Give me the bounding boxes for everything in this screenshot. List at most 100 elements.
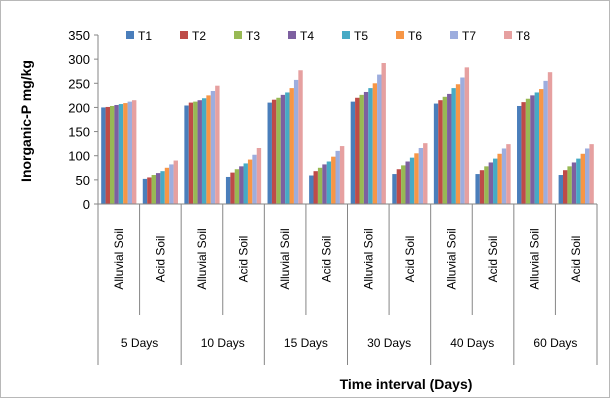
bar-t8	[589, 144, 594, 204]
bar-t8	[131, 100, 137, 204]
bar-t8	[423, 143, 428, 204]
labels: 0 50 100 150 200 250 300 350 Alluvial Soil Acid S…	[68, 28, 583, 350]
bar-t3	[525, 98, 531, 204]
legend-swatch	[126, 31, 134, 39]
bar-t4	[239, 166, 244, 204]
bar-t5	[118, 104, 124, 204]
bar-t2	[438, 100, 443, 204]
category-label: Acid Soil	[237, 236, 251, 283]
bar-t1	[101, 107, 106, 204]
bar-t3	[276, 97, 281, 204]
bar-t6	[580, 153, 586, 204]
bar-t4	[405, 161, 410, 204]
y-tick-label: 150	[68, 125, 90, 140]
bar-t4	[114, 105, 119, 204]
bar-t3	[151, 175, 156, 204]
bar-t3	[484, 166, 489, 204]
bars	[101, 63, 594, 205]
bar-t6	[123, 103, 128, 204]
bar-t4	[488, 162, 494, 204]
category-label: Alluvial Soil	[195, 228, 209, 289]
legend-label: T3	[246, 29, 260, 43]
group-label: 10 Days	[201, 336, 245, 350]
legend-label: T5	[354, 29, 368, 43]
bar-t1	[475, 174, 480, 204]
bar-t8	[215, 85, 220, 204]
bar-t1	[142, 178, 148, 204]
bar-t4	[197, 100, 202, 204]
y-tick-label: 100	[68, 149, 90, 164]
legend-label: T7	[462, 29, 476, 43]
bar-t5	[243, 163, 248, 204]
bar-t5	[326, 161, 332, 204]
legend-item-t3: T3	[234, 29, 260, 43]
bar-t3	[442, 96, 448, 204]
bar-t7	[293, 79, 299, 204]
legend-label: T6	[408, 29, 422, 43]
y-tick-label: 300	[68, 52, 90, 67]
group-label: 40 Days	[450, 336, 494, 350]
bar-t7	[252, 154, 257, 204]
bar-t8	[173, 160, 178, 204]
bar-t8	[339, 146, 345, 204]
bar-t3	[567, 166, 572, 204]
category-label: Acid Soil	[486, 236, 500, 283]
group-label: 5 Days	[121, 336, 158, 350]
bar-t7	[501, 148, 507, 204]
bar-t7	[169, 164, 174, 204]
bar-t5	[368, 88, 373, 204]
legend-label: T8	[516, 29, 530, 43]
bar-t8	[298, 70, 303, 204]
legend-label: T2	[192, 29, 206, 43]
legend-swatch	[342, 31, 350, 39]
bar-t5	[493, 158, 498, 204]
bar-t2	[521, 102, 526, 204]
bar-t4	[280, 94, 286, 204]
bar-t5	[285, 92, 290, 204]
bar-t6	[497, 153, 502, 204]
bar-t4	[363, 91, 369, 204]
bar-t3	[401, 165, 406, 204]
bar-t2	[271, 99, 277, 204]
legend-swatch	[234, 31, 242, 39]
bar-t7	[210, 91, 216, 204]
group-label: 15 Days	[284, 336, 328, 350]
bar-t6	[372, 83, 378, 204]
category-label: Alluvial Soil	[528, 228, 542, 289]
legend-item-t4: T4	[288, 29, 314, 43]
bar-t1	[225, 176, 231, 204]
bar-t5	[201, 98, 207, 204]
bar-t6	[164, 167, 170, 204]
bar-t4	[571, 162, 577, 204]
bar-t3	[109, 105, 115, 204]
bar-t7	[127, 101, 132, 204]
bar-t2	[396, 169, 402, 204]
category-label: Alluvial Soil	[444, 228, 458, 289]
bar-t1	[392, 174, 397, 204]
bar-t6	[455, 84, 461, 204]
bar-t7	[335, 150, 340, 204]
bar-t3	[317, 167, 323, 204]
bar-t6	[289, 88, 294, 204]
category-label: Acid Soil	[153, 236, 167, 283]
legend-item-t5: T5	[342, 29, 368, 43]
legend-swatch	[504, 31, 512, 39]
bar-t4	[155, 173, 161, 204]
group-label: 30 Days	[367, 336, 411, 350]
bar-t3	[359, 94, 364, 204]
category-label: Acid Soil	[320, 236, 334, 283]
legend-item-t2: T2	[180, 29, 206, 43]
axes	[94, 34, 598, 365]
bar-t3	[193, 101, 198, 204]
bar-t8	[381, 63, 386, 205]
legend-item-t8: T8	[504, 29, 530, 43]
bar-t1	[309, 175, 314, 204]
bar-t2	[147, 177, 152, 204]
bar-t5	[160, 171, 165, 204]
bar-t2	[105, 106, 110, 204]
bar-t8	[506, 144, 511, 204]
bar-t4	[530, 95, 535, 204]
category-label: Alluvial Soil	[361, 228, 375, 289]
